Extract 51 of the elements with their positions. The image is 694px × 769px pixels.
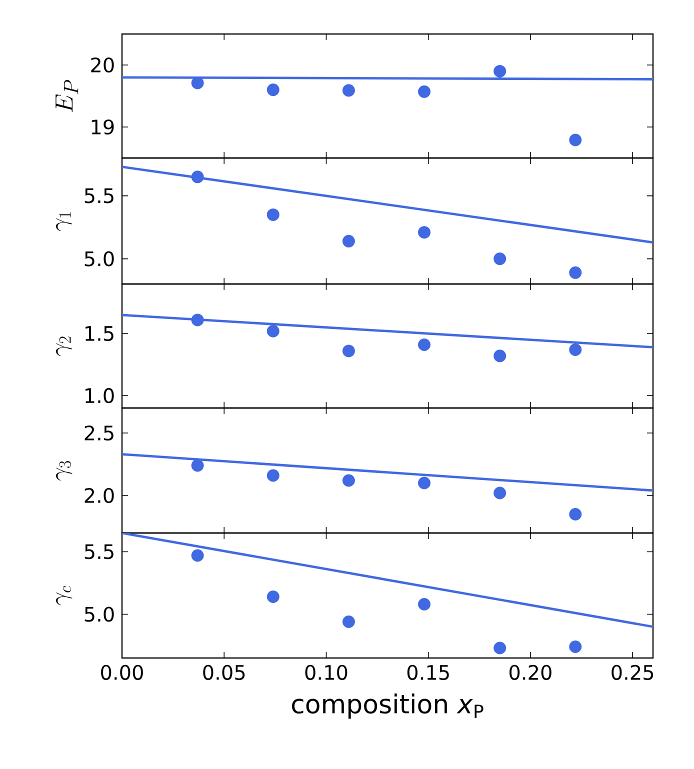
y-tick-label: 2.0 bbox=[84, 488, 114, 504]
point bbox=[418, 476, 431, 490]
point bbox=[266, 208, 280, 221]
point bbox=[342, 234, 355, 248]
point bbox=[342, 474, 355, 487]
point bbox=[418, 85, 431, 98]
y-axis-title: $\gamma_3$ bbox=[56, 461, 72, 481]
point bbox=[569, 266, 582, 279]
point bbox=[266, 324, 280, 338]
point bbox=[494, 350, 506, 362]
x-tick-label: 0.20 bbox=[510, 664, 552, 680]
point bbox=[569, 134, 582, 146]
y-tick-label: 1.5 bbox=[86, 326, 114, 342]
point bbox=[266, 590, 280, 603]
point bbox=[266, 469, 280, 482]
point bbox=[494, 642, 506, 654]
point bbox=[569, 640, 582, 653]
y-tick-label: 5.5 bbox=[84, 188, 114, 204]
x-axis-title: composition x$_{P}$ bbox=[292, 694, 484, 719]
x-tick-label: 0.05 bbox=[203, 664, 245, 680]
x-tick-label: 0.25 bbox=[612, 664, 654, 680]
y-axis-title: $\gamma_c$ bbox=[56, 586, 72, 606]
point bbox=[418, 338, 431, 352]
point bbox=[494, 252, 506, 266]
y-axis-title: $\gamma_2$ bbox=[56, 336, 72, 356]
y-tick-label: 20 bbox=[91, 57, 114, 73]
point bbox=[191, 549, 204, 562]
y-tick-label: 2.5 bbox=[84, 425, 114, 441]
point bbox=[569, 508, 582, 520]
x-tick-label: 0.10 bbox=[305, 664, 348, 680]
y-tick-label: 5.0 bbox=[84, 606, 114, 622]
y-tick-label: 5.0 bbox=[84, 251, 114, 266]
y-tick-label: 1.0 bbox=[86, 388, 114, 404]
point bbox=[569, 343, 582, 356]
y-tick-label: 5.5 bbox=[84, 544, 114, 560]
point bbox=[494, 64, 506, 78]
point bbox=[342, 344, 355, 358]
point bbox=[191, 170, 204, 184]
point bbox=[342, 616, 355, 628]
x-tick-label: 0.00 bbox=[101, 664, 143, 680]
point bbox=[191, 314, 204, 326]
y-tick-label: 19 bbox=[92, 119, 114, 135]
point bbox=[342, 84, 355, 97]
y-axis-title: $\gamma_1$ bbox=[56, 212, 72, 232]
point bbox=[191, 459, 204, 472]
point bbox=[266, 84, 280, 96]
point bbox=[418, 226, 431, 239]
point bbox=[494, 486, 506, 500]
x-tick-label: 0.15 bbox=[407, 664, 449, 680]
y-axis-title: $E_P$ bbox=[56, 80, 78, 112]
point bbox=[418, 598, 431, 610]
